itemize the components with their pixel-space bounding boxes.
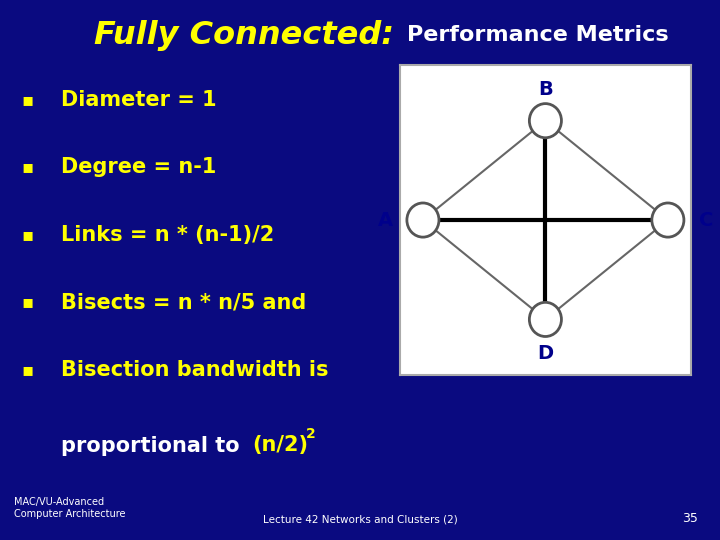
Text: (n/2): (n/2) <box>252 435 308 456</box>
Circle shape <box>529 302 562 336</box>
Text: MAC/VU-Advanced
Computer Architecture: MAC/VU-Advanced Computer Architecture <box>14 497 126 519</box>
Text: ▪: ▪ <box>22 158 34 177</box>
Circle shape <box>529 104 562 138</box>
Text: ▪: ▪ <box>22 91 34 109</box>
Text: Performance Metrics: Performance Metrics <box>407 25 668 45</box>
Circle shape <box>407 203 439 237</box>
Text: ▪: ▪ <box>22 293 34 312</box>
Text: B: B <box>538 80 553 99</box>
Text: Lecture 42 Networks and Clusters (2): Lecture 42 Networks and Clusters (2) <box>263 515 457 525</box>
Text: A: A <box>377 211 392 229</box>
Text: Degree = n-1: Degree = n-1 <box>61 157 217 178</box>
Text: ▪: ▪ <box>22 226 34 244</box>
Text: ▪: ▪ <box>22 361 34 379</box>
Text: Links = n * (n-1)/2: Links = n * (n-1)/2 <box>61 225 274 245</box>
Text: Diameter = 1: Diameter = 1 <box>61 90 217 110</box>
Text: Fully Connected:: Fully Connected: <box>94 19 394 51</box>
Text: 2: 2 <box>306 427 316 441</box>
Circle shape <box>652 203 684 237</box>
Text: C: C <box>698 211 713 229</box>
Text: 35: 35 <box>683 512 698 525</box>
Text: Bisection bandwidth is: Bisection bandwidth is <box>61 360 329 380</box>
Text: proportional to: proportional to <box>61 435 254 456</box>
Text: Bisects = n * n/5 and: Bisects = n * n/5 and <box>61 292 307 313</box>
Text: D: D <box>537 344 554 363</box>
